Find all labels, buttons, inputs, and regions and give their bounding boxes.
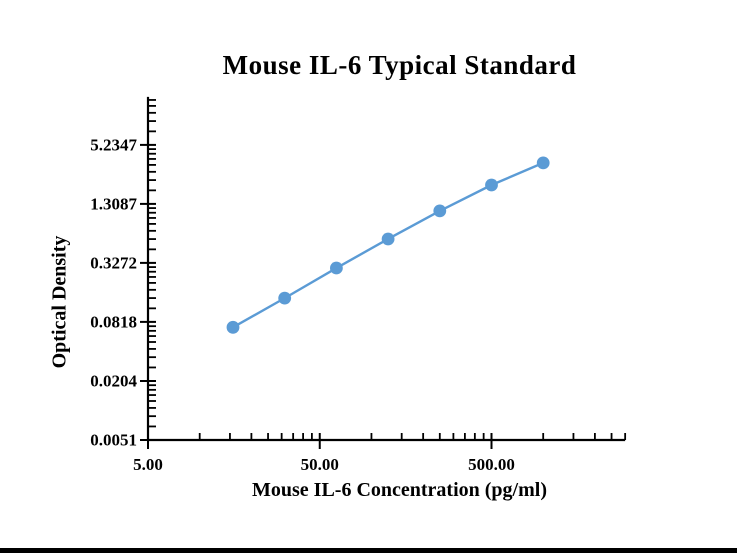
data-point-marker xyxy=(485,178,498,192)
x-tick-label: 500.00 xyxy=(468,455,515,474)
x-tick-label: 50.00 xyxy=(301,455,339,474)
y-tick-label: 0.0051 xyxy=(90,431,137,450)
y-tick-label: 5.2347 xyxy=(90,135,137,154)
x-tick-label: 5.00 xyxy=(133,455,163,474)
chart-title: Mouse IL-6 Typical Standard xyxy=(222,50,577,80)
y-tick-label: 0.3272 xyxy=(90,253,137,272)
y-tick-label: 1.3087 xyxy=(90,194,137,213)
y-tick-label: 0.0204 xyxy=(90,372,137,391)
x-axis-label: Mouse IL-6 Concentration (pg/ml) xyxy=(252,479,547,501)
data-point-marker xyxy=(278,291,292,305)
data-point-marker xyxy=(381,232,395,246)
y-tick-label: 0.0818 xyxy=(90,312,137,331)
data-point-marker xyxy=(536,156,550,170)
data-point-marker xyxy=(329,261,343,275)
window-bottom-border xyxy=(0,548,737,553)
data-point-marker xyxy=(226,320,240,334)
data-point-marker xyxy=(433,204,447,218)
